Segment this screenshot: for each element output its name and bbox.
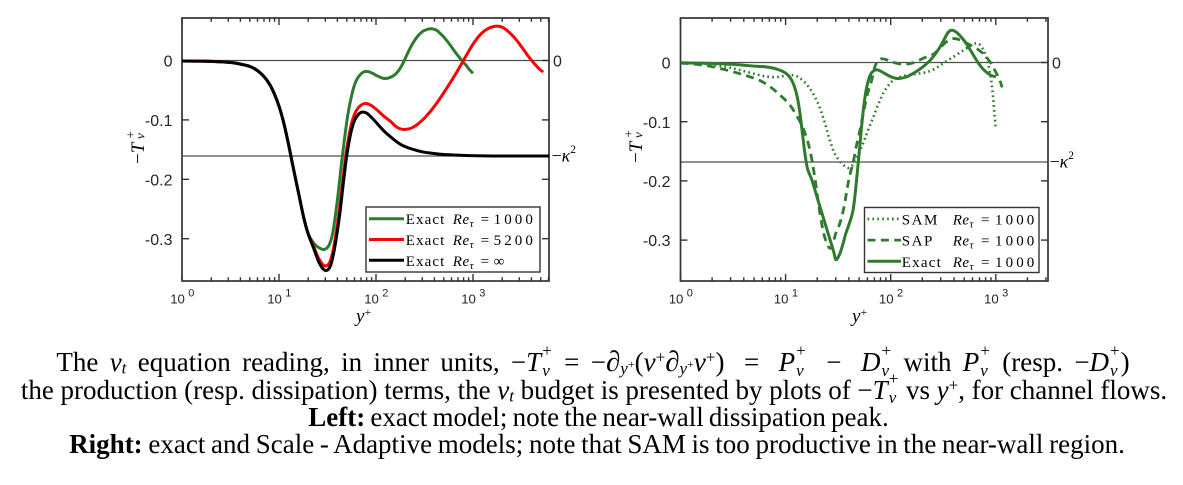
svg-text:−T: −T bbox=[128, 141, 149, 164]
svg-text:y+: y+ bbox=[850, 305, 867, 327]
svg-text:Exact: Exact bbox=[902, 255, 942, 271]
svg-text:ν: ν bbox=[631, 132, 646, 138]
svg-text:Reτ: Reτ bbox=[452, 212, 475, 230]
svg-text:10: 10 bbox=[170, 292, 185, 307]
svg-text:0: 0 bbox=[188, 288, 194, 300]
svg-text:10: 10 bbox=[267, 292, 282, 307]
svg-text:=: = bbox=[481, 233, 489, 249]
svg-text:+: + bbox=[123, 131, 138, 138]
svg-text:10: 10 bbox=[774, 292, 789, 307]
svg-text:0: 0 bbox=[553, 53, 562, 70]
svg-text:1000: 1000 bbox=[995, 234, 1037, 250]
svg-text:-0.2: -0.2 bbox=[643, 174, 671, 191]
svg-text:Exact: Exact bbox=[406, 233, 446, 249]
svg-text:-0.2: -0.2 bbox=[145, 172, 173, 189]
svg-text:0: 0 bbox=[687, 288, 693, 300]
svg-text:∞: ∞ bbox=[494, 254, 508, 270]
svg-text:=: = bbox=[981, 234, 989, 250]
svg-text:3: 3 bbox=[479, 288, 485, 300]
svg-text:Reτ: Reτ bbox=[952, 212, 975, 230]
svg-text:Reτ: Reτ bbox=[952, 255, 975, 273]
svg-text:0: 0 bbox=[662, 56, 671, 73]
svg-text:10: 10 bbox=[364, 292, 379, 307]
svg-text:10: 10 bbox=[879, 292, 894, 307]
svg-text:10: 10 bbox=[461, 292, 476, 307]
svg-text:Reτ: Reτ bbox=[452, 233, 475, 251]
svg-text:y+: y+ bbox=[354, 305, 371, 327]
svg-text:ν: ν bbox=[133, 133, 148, 139]
svg-text:+: + bbox=[621, 130, 636, 137]
svg-text:3: 3 bbox=[1002, 288, 1008, 300]
svg-text:=: = bbox=[481, 212, 489, 228]
svg-text:1000: 1000 bbox=[995, 212, 1037, 228]
svg-text:SAP: SAP bbox=[902, 234, 934, 250]
svg-text:Exact: Exact bbox=[406, 254, 446, 270]
svg-text:−κ2: −κ2 bbox=[552, 144, 577, 166]
svg-text:−T: −T bbox=[626, 140, 647, 163]
svg-text:1: 1 bbox=[792, 288, 798, 300]
svg-text:-0.3: -0.3 bbox=[643, 233, 671, 250]
svg-text:2: 2 bbox=[897, 288, 903, 300]
svg-text:SAM: SAM bbox=[902, 212, 939, 228]
svg-text:2: 2 bbox=[382, 288, 388, 300]
svg-text:10: 10 bbox=[669, 292, 684, 307]
svg-text:-0.1: -0.1 bbox=[643, 115, 671, 132]
svg-text:−κ2: −κ2 bbox=[1050, 150, 1075, 172]
svg-text:-0.3: -0.3 bbox=[145, 232, 173, 249]
svg-text:10: 10 bbox=[984, 292, 999, 307]
svg-text:=: = bbox=[981, 212, 989, 228]
svg-text:1000: 1000 bbox=[995, 255, 1037, 271]
svg-text:0: 0 bbox=[164, 54, 173, 71]
svg-text:=: = bbox=[481, 254, 489, 270]
svg-text:1: 1 bbox=[285, 288, 291, 300]
svg-text:1000: 1000 bbox=[494, 212, 536, 228]
svg-text:Exact: Exact bbox=[406, 212, 446, 228]
svg-text:Reτ: Reτ bbox=[452, 254, 475, 272]
svg-text:0: 0 bbox=[1052, 55, 1061, 72]
svg-text:-0.1: -0.1 bbox=[145, 113, 173, 130]
svg-text:5200: 5200 bbox=[494, 233, 536, 249]
svg-text:=: = bbox=[981, 255, 989, 271]
svg-text:Reτ: Reτ bbox=[952, 234, 975, 252]
